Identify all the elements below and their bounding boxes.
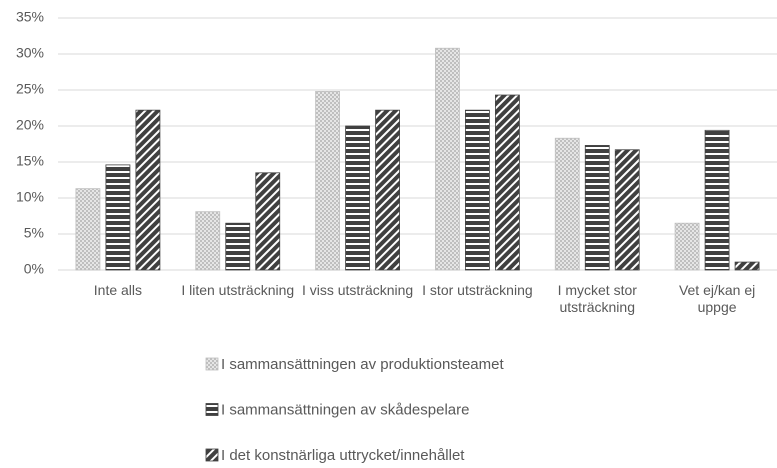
bar bbox=[495, 94, 520, 271]
bar bbox=[225, 222, 251, 271]
x-tick-label: I liten utsträckning bbox=[181, 282, 295, 298]
legend-swatch bbox=[205, 403, 219, 416]
y-tick-label: 20% bbox=[16, 117, 44, 133]
bar bbox=[105, 164, 131, 271]
y-tick-label: 35% bbox=[16, 9, 44, 25]
legend-label: I sammansättningen av skådespelare bbox=[221, 401, 469, 418]
bar bbox=[75, 188, 101, 271]
y-tick-label: 10% bbox=[16, 189, 44, 205]
bar bbox=[734, 261, 760, 271]
bar bbox=[435, 47, 460, 271]
x-tick-label: I viss utsträckning bbox=[301, 282, 414, 298]
bar bbox=[255, 172, 281, 271]
y-tick-label: 30% bbox=[16, 45, 44, 61]
bar bbox=[345, 125, 370, 271]
bar bbox=[135, 109, 161, 271]
legend-swatch bbox=[205, 357, 219, 371]
bar bbox=[465, 109, 490, 271]
bar bbox=[674, 222, 700, 271]
bar bbox=[614, 149, 640, 271]
x-tick-label: Vet ej/kan ej uppge bbox=[678, 282, 756, 315]
x-tick-label: I mycket stor utsträckning bbox=[557, 282, 637, 315]
bar bbox=[195, 211, 221, 271]
legend-label: I sammansättningen av produktionsteamet bbox=[221, 356, 504, 373]
legend-label: I det konstnärliga uttrycket/innehållet bbox=[221, 447, 465, 464]
bar bbox=[584, 145, 610, 271]
bar bbox=[315, 91, 340, 271]
bar bbox=[704, 129, 730, 271]
y-tick-label: 0% bbox=[24, 261, 44, 277]
bar bbox=[375, 109, 400, 271]
x-tick-label: Inte alls bbox=[93, 282, 143, 298]
y-tick-label: 25% bbox=[16, 81, 44, 97]
bar bbox=[554, 137, 580, 271]
legend-swatch bbox=[205, 448, 219, 462]
y-tick-label: 5% bbox=[24, 225, 44, 241]
y-tick-label: 15% bbox=[16, 153, 44, 169]
x-tick-label: I stor utsträckning bbox=[422, 282, 533, 298]
